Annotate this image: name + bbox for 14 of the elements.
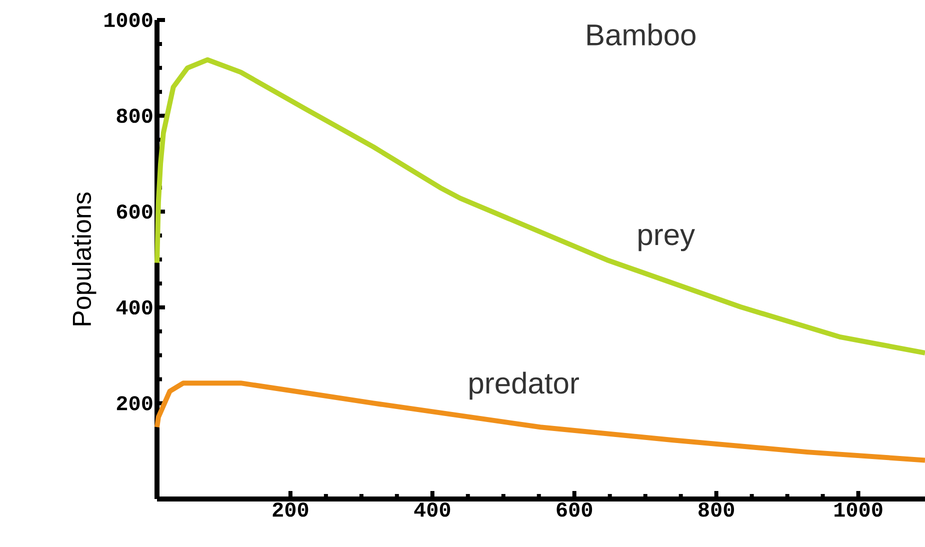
chart-title: Bamboo xyxy=(587,24,696,46)
y-tick-label: 1000 xyxy=(104,12,152,28)
y-tick-label: 200 xyxy=(116,396,152,410)
series-label: prey xyxy=(638,228,695,252)
y-tick-label: 800 xyxy=(116,108,152,123)
x-tick-label: 400 xyxy=(414,502,450,517)
y-tick-label: 400 xyxy=(116,300,152,315)
x-tick-label: 200 xyxy=(272,502,308,517)
series-label: predator xyxy=(470,372,579,400)
x-tick-label: 600 xyxy=(556,502,592,517)
x-tick-label: 1000 xyxy=(834,502,882,517)
y-axis-title: Populations xyxy=(72,192,96,326)
y-tick-label: 600 xyxy=(116,204,152,219)
x-tick-label: 800 xyxy=(698,502,734,517)
